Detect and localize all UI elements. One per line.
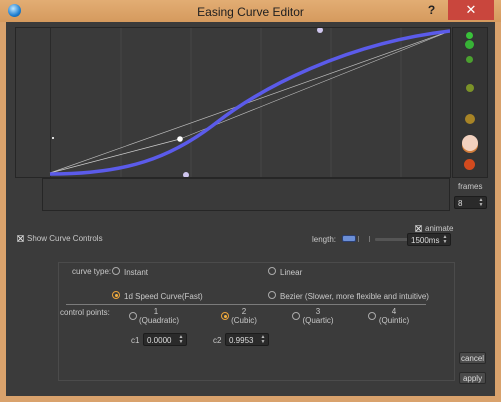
c1-label: c1 [131,336,140,345]
cancel-button[interactable]: cancel [459,352,486,364]
frame-dot [462,135,478,151]
radio-cubic-label[interactable]: 2 (Cubic) [231,307,257,325]
canvas-divider [50,28,51,177]
radio-quintic-label[interactable]: 4 (Quintic) [378,307,410,325]
radio-quartic-number: 3 [315,307,321,316]
bottom-control-point [183,172,189,177]
radio-quartic[interactable] [292,312,300,320]
animation-track [42,178,450,211]
frames-spinbox[interactable]: 8 ▲ ▼ [454,196,487,209]
radio-quadratic[interactable] [129,312,137,320]
spin-arrows-icon[interactable]: ▲ ▼ [442,234,448,245]
window-title: Easing Curve Editor [197,5,304,19]
frames-label: frames [458,182,483,191]
frame-dot [465,40,474,49]
spin-arrows-icon[interactable]: ▲ ▼ [260,334,266,345]
radio-quadratic-number: 1 [153,307,159,316]
curve-canvas[interactable] [15,27,451,178]
radio-quartic-name: (Quartic) [302,316,334,325]
c2-spinbox[interactable]: 0.9953 ▲ ▼ [225,333,269,346]
length-label: length: [312,235,337,244]
control-handle-1 [49,138,181,174]
radio-bezier-label[interactable]: Bezier (Slower, more flexible and intuit… [280,292,429,301]
spin-arrows-icon[interactable]: ▲ ▼ [478,197,484,208]
animate-checkbox[interactable] [415,225,422,232]
radio-1d-speed-curve-label[interactable]: 1d Speed Curve(Fast) [124,292,203,301]
frame-dot [466,84,474,92]
spin-arrows-icon[interactable]: ▲ ▼ [178,334,184,345]
radio-instant[interactable] [112,267,120,275]
c1-value: 0.0000 [147,336,172,345]
curve-settings-group [58,262,455,381]
help-button[interactable]: ? [427,3,436,17]
show-curve-controls-checkbox[interactable] [17,235,24,242]
length-slider-track[interactable] [375,238,415,241]
radio-1d-speed-curve[interactable] [112,291,120,299]
frame-dot [465,114,475,124]
title-bar: Easing Curve Editor ? ✕ [0,0,501,22]
easing-curve [49,29,450,176]
radio-cubic[interactable] [221,312,229,320]
easing-curve-plot[interactable] [16,28,450,177]
slider-ticks [358,236,370,242]
editor-body: frames 8 ▲ ▼ Show Curve Controls animate … [6,22,495,396]
frames-value: 8 [458,199,463,208]
radio-quintic-name: (Quintic) [378,316,410,325]
radio-quintic[interactable] [368,312,376,320]
length-value: 1500ms [411,236,440,245]
control-points-label: control points: [60,308,110,317]
c2-label: c2 [213,336,222,345]
radio-cubic-name: (Cubic) [231,316,257,325]
radio-quadratic-name: (Quadratic) [139,316,180,325]
section-divider [66,304,426,305]
c2-value: 0.9953 [229,336,254,345]
curve-type-label: curve type: [72,267,112,276]
radio-quartic-label[interactable]: 3 (Quartic) [302,307,334,325]
apply-button[interactable]: apply [459,372,486,384]
length-spinbox[interactable]: 1500ms ▲ ▼ [407,233,451,246]
animate-label: animate [425,224,454,233]
control-handle-2 [179,30,450,140]
c1-spinbox[interactable]: 0.0000 ▲ ▼ [143,333,187,346]
app-icon [8,4,21,17]
length-slider-handle[interactable] [342,235,356,242]
radio-linear[interactable] [268,267,276,275]
frame-dot [464,159,475,170]
frame-dot [466,56,473,63]
close-button[interactable]: ✕ [448,0,494,20]
radio-cubic-number: 2 [241,307,247,316]
radio-linear-label[interactable]: Linear [280,268,303,277]
radio-quintic-number: 4 [391,307,397,316]
linear-reference-line [49,30,450,174]
radio-quadratic-label[interactable]: 1 (Quadratic) [139,307,180,325]
radio-bezier[interactable] [268,291,276,299]
control-point-handle [177,136,183,142]
show-curve-controls-label: Show Curve Controls [27,234,103,243]
frame-preview-strip [452,27,488,178]
frame-dot [466,32,473,39]
radio-instant-label[interactable]: Instant [124,268,149,277]
top-control-point [317,28,323,33]
